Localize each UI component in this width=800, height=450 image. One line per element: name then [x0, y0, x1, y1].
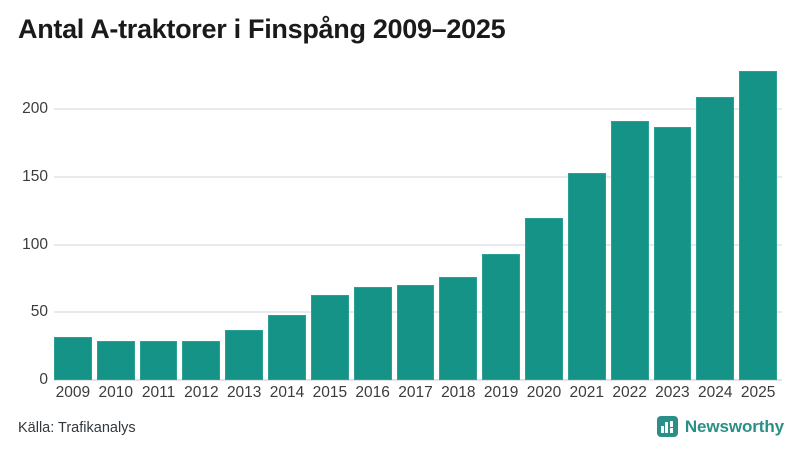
bar-chart-icon: [656, 416, 678, 437]
bar-2013[interactable]: [225, 329, 264, 380]
bar-2014[interactable]: [268, 315, 306, 380]
bar-2012[interactable]: [182, 340, 221, 380]
x-tick-label: 2015: [312, 384, 348, 401]
x-tick-label: 2021: [569, 384, 605, 401]
bar-2024[interactable]: [696, 96, 735, 380]
x-tick-label: 2012: [184, 384, 219, 401]
bar-2016[interactable]: [353, 286, 392, 380]
brand-name: Newsworthy: [684, 416, 784, 436]
source-note: Källa: Trafikanalys: [18, 420, 136, 436]
x-tick-label: 2023: [655, 384, 690, 401]
y-axis: 0 50 100 150 200: [0, 55, 48, 388]
chart-title: Antal A-traktorer i Finspång 2009–2025: [18, 14, 506, 44]
x-tick-label: 2010: [98, 384, 133, 401]
bar-2025[interactable]: [739, 71, 777, 380]
x-tick-label: 2014: [269, 384, 305, 401]
bar-2015[interactable]: [310, 294, 349, 380]
bar-2020[interactable]: [525, 217, 563, 380]
bar-2023[interactable]: [653, 126, 692, 380]
newsworthy-logo: Newsworthy: [656, 416, 784, 437]
plot-area: [54, 55, 782, 381]
y-tick-label: 100: [22, 235, 48, 253]
x-tick-label: 2022: [612, 384, 647, 401]
y-tick-label: 0: [39, 371, 48, 388]
bar-2011[interactable]: [139, 340, 178, 380]
y-tick-label: 150: [22, 167, 48, 185]
bar-2018[interactable]: [439, 277, 478, 380]
bar-2009[interactable]: [54, 336, 92, 380]
bar-series: [54, 55, 782, 380]
y-tick-label: 50: [30, 303, 48, 321]
y-tick-label: 200: [22, 100, 48, 118]
x-tick-label: 2024: [698, 384, 733, 401]
x-tick-label: 2018: [441, 384, 476, 401]
bar-2017[interactable]: [396, 285, 435, 380]
chart-footer: Källa: Trafikanalys Newsworthy: [0, 410, 800, 450]
x-tick-label: 2016: [355, 384, 390, 401]
x-tick-label: 2013: [226, 384, 262, 401]
bar-2010[interactable]: [96, 340, 135, 380]
x-tick-label: 2019: [483, 384, 519, 401]
bar-2022[interactable]: [610, 121, 649, 380]
x-tick-label: 2011: [141, 384, 176, 401]
bar-2021[interactable]: [567, 172, 606, 380]
bar-2019[interactable]: [482, 254, 521, 380]
x-axis: 2009 2010 2011 2012 2013 2014 2015 2016 2017 2018…: [54, 384, 782, 410]
x-tick-label: 2009: [55, 384, 91, 401]
x-tick-label: 2025: [740, 384, 776, 401]
x-tick-label: 2017: [398, 384, 433, 401]
x-tick-label: 2020: [526, 384, 562, 401]
